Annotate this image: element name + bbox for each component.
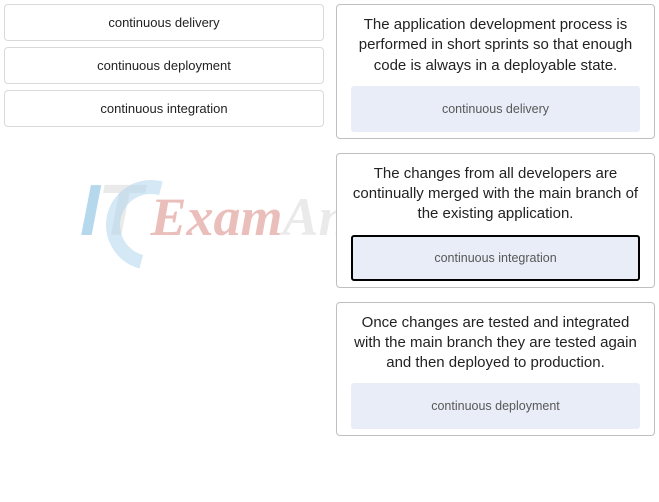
- source-item[interactable]: continuous deployment: [4, 47, 324, 84]
- dropzone[interactable]: continuous delivery: [351, 86, 640, 132]
- matching-container: continuous delivery continuous deploymen…: [4, 4, 655, 436]
- target-card: The changes from all developers are cont…: [336, 153, 655, 288]
- target-description: The changes from all developers are cont…: [351, 164, 640, 225]
- target-description: Once changes are tested and integrated w…: [351, 313, 640, 374]
- target-description: The application development process is p…: [351, 15, 640, 76]
- source-item[interactable]: continuous delivery: [4, 4, 324, 41]
- dropzone[interactable]: continuous integration: [351, 235, 640, 281]
- target-column: The application development process is p…: [336, 4, 655, 436]
- target-card: Once changes are tested and integrated w…: [336, 302, 655, 437]
- dropzone[interactable]: continuous deployment: [351, 383, 640, 429]
- source-column: continuous delivery continuous deploymen…: [4, 4, 324, 436]
- source-item[interactable]: continuous integration: [4, 90, 324, 127]
- target-card: The application development process is p…: [336, 4, 655, 139]
